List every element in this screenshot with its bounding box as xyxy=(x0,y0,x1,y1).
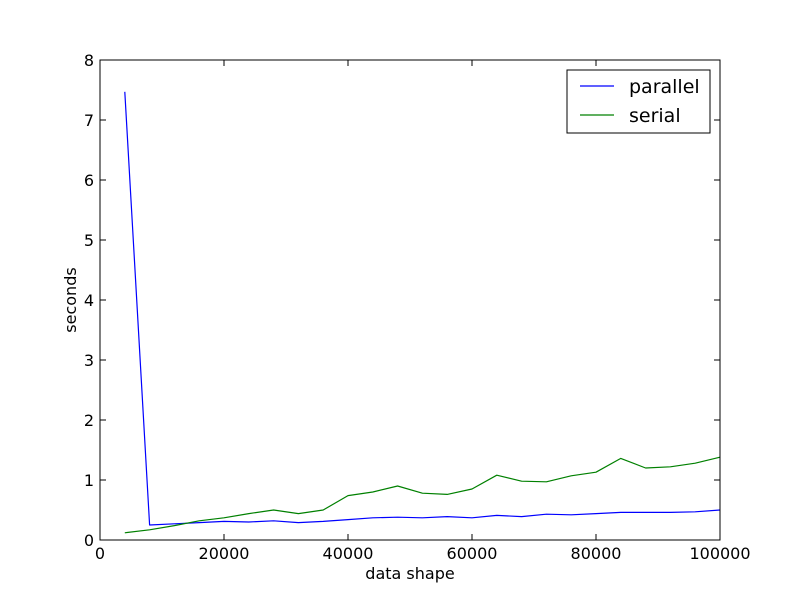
series-layer xyxy=(124,91,721,534)
series-line-parallel xyxy=(124,91,721,526)
legend-label-serial: serial xyxy=(629,105,681,127)
y-tick-label: 1 xyxy=(84,471,94,490)
series-line-serial xyxy=(124,456,721,534)
x-tick-label: 80000 xyxy=(571,544,622,563)
y-tick-label: 5 xyxy=(84,231,94,250)
x-tick-label: 0 xyxy=(95,544,105,563)
y-tick-label: 6 xyxy=(84,171,94,190)
x-axis-label: data shape xyxy=(365,564,454,583)
y-tick-label: 0 xyxy=(84,531,94,550)
y-tick-label: 4 xyxy=(84,291,94,310)
x-tick-label: 60000 xyxy=(447,544,498,563)
y-tick-label: 8 xyxy=(84,51,94,70)
x-tick-label: 100000 xyxy=(689,544,750,563)
legend-label-parallel: parallel xyxy=(629,76,700,98)
legend-box xyxy=(566,69,711,134)
y-tick-label: 2 xyxy=(84,411,94,430)
y-axis-label: seconds xyxy=(61,267,80,332)
y-tick-label: 3 xyxy=(84,351,94,370)
tick-layer: 0 20000 40000 60000 80000 100000 0 1 2 3 4 5 6 7 8 xyxy=(84,51,751,563)
x-tick-label: 20000 xyxy=(199,544,250,563)
y-tick-label: 7 xyxy=(84,111,94,130)
x-tick-label: 40000 xyxy=(323,544,374,563)
legend: parallel serial xyxy=(566,69,711,134)
